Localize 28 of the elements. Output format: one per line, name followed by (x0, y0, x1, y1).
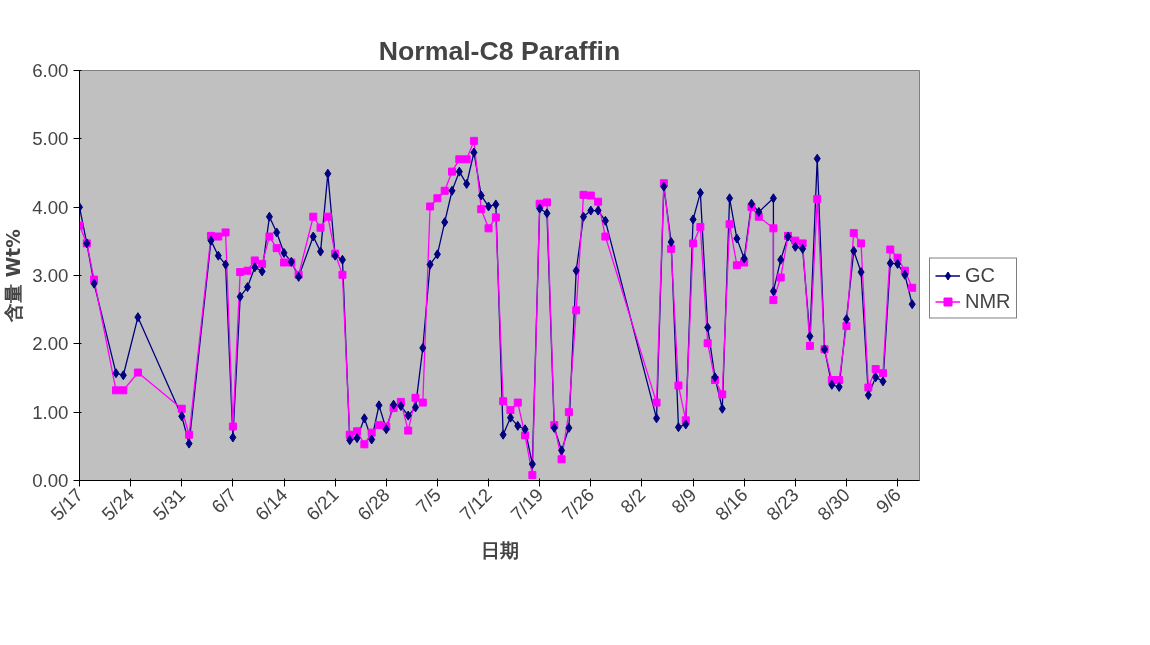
x-tick-label: 5/31 (148, 484, 190, 525)
x-tick-label: 6/21 (302, 484, 343, 525)
x-tick-label: 7/5 (411, 484, 445, 518)
y-tick-label: 6.00 (32, 60, 69, 81)
x-tick-label: 7/26 (557, 484, 599, 525)
y-tick-label: 2.00 (32, 333, 69, 355)
legend-label: NMR (965, 289, 1011, 313)
y-tick-label: 3.00 (32, 265, 69, 286)
x-tick-label: 5/24 (97, 484, 139, 525)
x-tick-label: 6/14 (250, 484, 292, 525)
y-axis-title: 含量 Wt% (3, 228, 25, 323)
x-tick-label: 8/9 (667, 484, 701, 518)
legend-label: GC (965, 263, 995, 287)
x-axis-title: 日期 (480, 540, 519, 562)
x-tick-label: 6/28 (353, 484, 394, 525)
x-tick-label: 8/2 (616, 484, 650, 518)
y-tick-label: 5.00 (32, 128, 69, 150)
x-tick-label: 9/6 (871, 484, 906, 518)
y-tick-label: 0.00 (32, 470, 69, 491)
x-tick-label: 7/19 (506, 484, 548, 525)
x-tick-label: 7/12 (455, 484, 496, 525)
y-tick-label: 4.00 (32, 196, 69, 218)
x-tick-label: 8/16 (711, 484, 752, 525)
chart-title: Normal-C8 Paraffin (378, 35, 621, 66)
x-tick-label: 8/30 (813, 484, 854, 525)
x-tick-label: 8/23 (762, 484, 803, 525)
x-tick-label: 6/7 (207, 484, 241, 518)
y-tick-label: 1.00 (32, 401, 69, 423)
